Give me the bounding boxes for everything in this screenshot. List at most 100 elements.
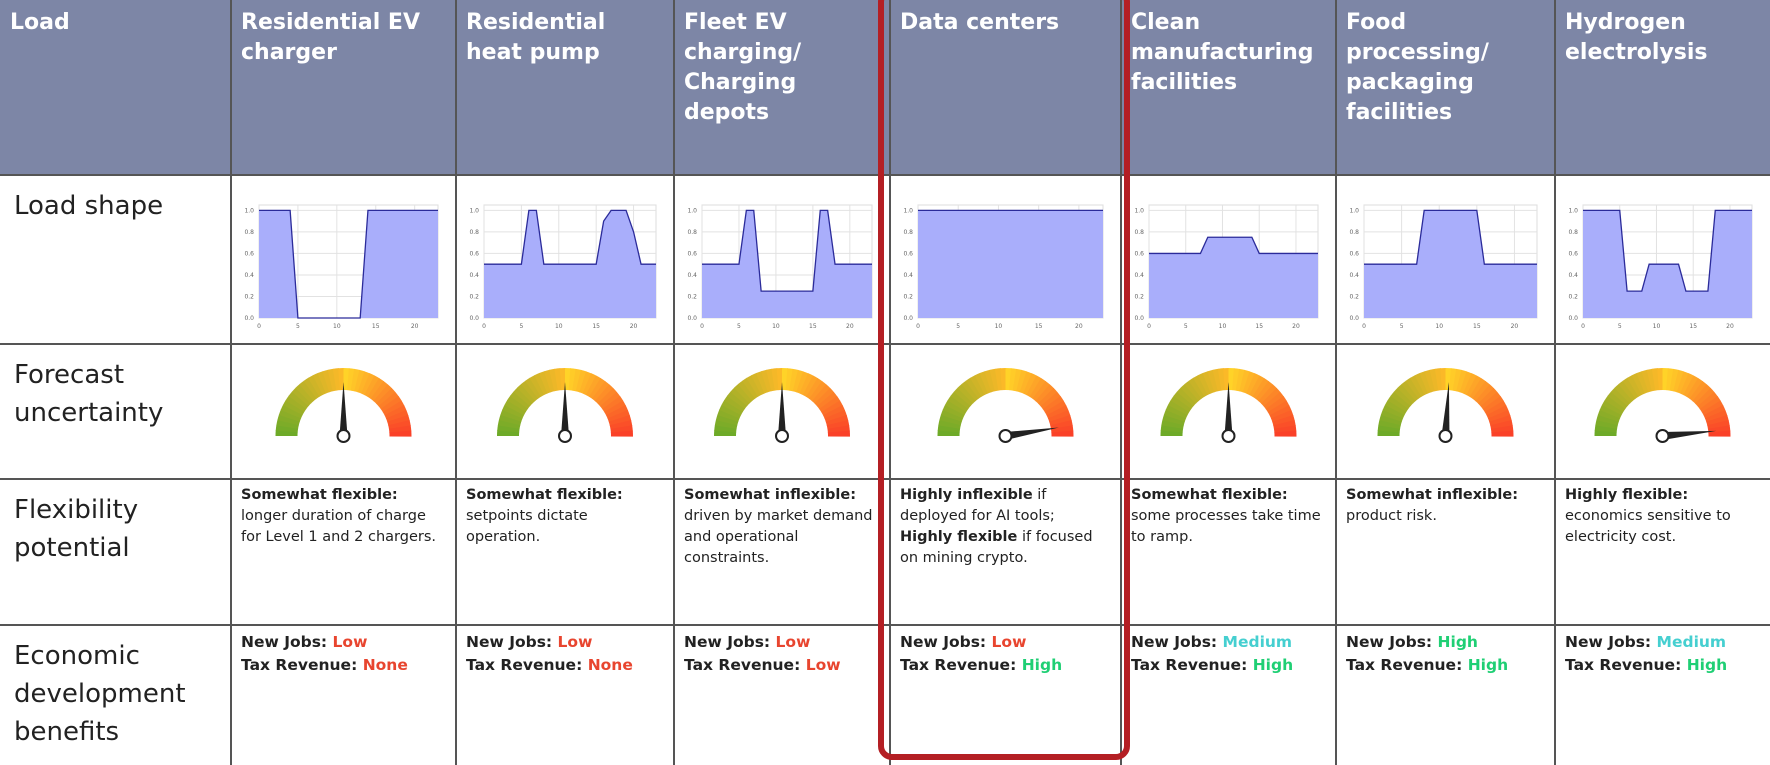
gauge-segment	[1704, 409, 1728, 423]
gauge-segment	[1708, 430, 1731, 437]
gauge-segment	[1377, 424, 1401, 433]
gauge-arc	[1594, 368, 1731, 437]
gauge-segment	[1490, 420, 1513, 430]
gauge-segment	[509, 391, 531, 409]
table-border	[0, 624, 1770, 626]
gauge-segment	[1235, 368, 1246, 392]
gauge-segment	[579, 371, 592, 394]
header-text: Food	[1346, 10, 1407, 35]
gauge-segment	[1595, 419, 1618, 429]
x-tick-label: 10	[1653, 323, 1661, 330]
table-border	[1120, 0, 1122, 765]
gauge-segment	[1173, 391, 1194, 409]
gauge-segment	[513, 387, 533, 407]
gauge-segment	[1597, 409, 1621, 422]
gauge-segment	[1000, 368, 1007, 391]
y-tick-label: 0.0	[903, 315, 913, 322]
gauge-cell	[890, 344, 1121, 479]
y-tick-label: 0.4	[1568, 272, 1578, 279]
tax-level: None	[587, 656, 633, 674]
gauge-segment	[1486, 405, 1509, 419]
load-shape-cell: 0.0 0.2 0.4 0.6 0.8 1.0 0 5 10 15 20	[674, 175, 890, 344]
flexibility-text: Somewhat flexible:	[466, 487, 623, 503]
gauge	[275, 368, 412, 443]
gauge-segment	[382, 400, 405, 416]
gauge-segment	[1242, 371, 1256, 394]
load-shape-cell: 0.0 0.2 0.4 0.6 0.8 1.0 0 5 10 15 20	[890, 175, 1121, 344]
gauge-segment	[719, 404, 742, 419]
row-label: Forecast uncertainty	[0, 344, 231, 479]
economic-cell: New Jobs: Low Tax Revenue: Low	[674, 625, 890, 765]
gauge-segment	[1482, 396, 1504, 413]
gauge-segment	[730, 387, 750, 407]
gauge-needle	[1662, 430, 1717, 440]
row-label: Load shape	[0, 175, 231, 344]
gauge-segment	[282, 399, 305, 416]
gauge-segment	[502, 404, 525, 419]
y-tick-label: 0.8	[687, 229, 697, 236]
gauge-segment	[389, 430, 412, 437]
economic-cell: New Jobs: High Tax Revenue: High	[1336, 625, 1555, 765]
y-tick-label: 0.4	[903, 272, 913, 279]
gauge-segment	[1239, 369, 1251, 393]
gauge	[1377, 368, 1514, 443]
gauge-cell	[1336, 344, 1555, 479]
flexibility-cell: Highly flexible: economics sensitive to e…	[1555, 479, 1770, 625]
jobs-label: New Jobs:	[684, 633, 771, 651]
gauge-segment	[1594, 424, 1618, 433]
gauge-segment	[1387, 395, 1409, 412]
gauge-segment	[746, 375, 762, 397]
gauge-segment	[714, 419, 738, 429]
y-tick-label: 0.2	[469, 293, 479, 300]
gauge-segment	[1480, 391, 1501, 410]
x-tick-label: 5	[737, 323, 741, 330]
y-tick-label: 0.4	[687, 272, 697, 279]
gauge-needle	[339, 382, 348, 436]
flexibility-text: Highly flexible:	[1565, 487, 1689, 503]
tax-level: High	[1467, 656, 1509, 674]
gauge-segment	[806, 378, 823, 400]
y-tick-label: 0.2	[1568, 293, 1578, 300]
gauge-segment	[939, 414, 962, 426]
gauge-segment	[1252, 378, 1270, 400]
gauge-segment	[1273, 420, 1296, 430]
gauge-segment	[825, 414, 849, 426]
gauge-segment	[827, 425, 850, 433]
tax-label: Tax Revenue:	[1346, 656, 1463, 674]
header-text: charger	[241, 40, 337, 65]
gauge	[714, 368, 850, 443]
gauge-segment	[821, 400, 843, 416]
flexibility-text: if focused on mining crypto.	[900, 529, 1093, 566]
tax-label: Tax Revenue:	[466, 656, 583, 674]
gauge-segment	[811, 384, 831, 404]
gauge-segment	[944, 399, 967, 416]
gauge-segment	[974, 372, 989, 396]
gauge-segment	[961, 380, 979, 402]
x-tick-label: 10	[995, 323, 1003, 330]
x-tick-label: 10	[772, 323, 780, 330]
gauge-segment	[307, 375, 324, 397]
gauge-segment	[1380, 409, 1404, 422]
header-text: Charging	[684, 70, 797, 95]
economic-cell: New Jobs: Low Tax Revenue: None	[456, 625, 674, 765]
gauge-segment	[1456, 369, 1468, 393]
gauge-segment	[1419, 371, 1432, 394]
x-tick-label: 10	[333, 323, 341, 330]
gauge-segment	[385, 409, 409, 423]
gauge-segment	[582, 373, 597, 396]
x-tick-label: 20	[630, 323, 638, 330]
flexibility-cell: Somewhat inflexible: driven by market dem…	[674, 479, 890, 625]
gauge-segment	[726, 391, 748, 409]
flexibility-text: longer duration of charge for Level 1 an…	[241, 508, 436, 545]
x-tick-label: 20	[1726, 323, 1734, 330]
gauge-segment	[1047, 409, 1071, 423]
gauge-segment	[327, 368, 337, 392]
tax-label: Tax Revenue:	[900, 656, 1017, 674]
gauge-segment	[275, 424, 299, 433]
row-label: Flexibility potential	[0, 479, 231, 625]
header-text: Clean	[1131, 10, 1201, 35]
gauge-segment	[1197, 372, 1212, 396]
gauge-segment	[1180, 383, 1199, 404]
row-label-text: potential	[14, 533, 130, 563]
table-border	[0, 343, 1770, 345]
